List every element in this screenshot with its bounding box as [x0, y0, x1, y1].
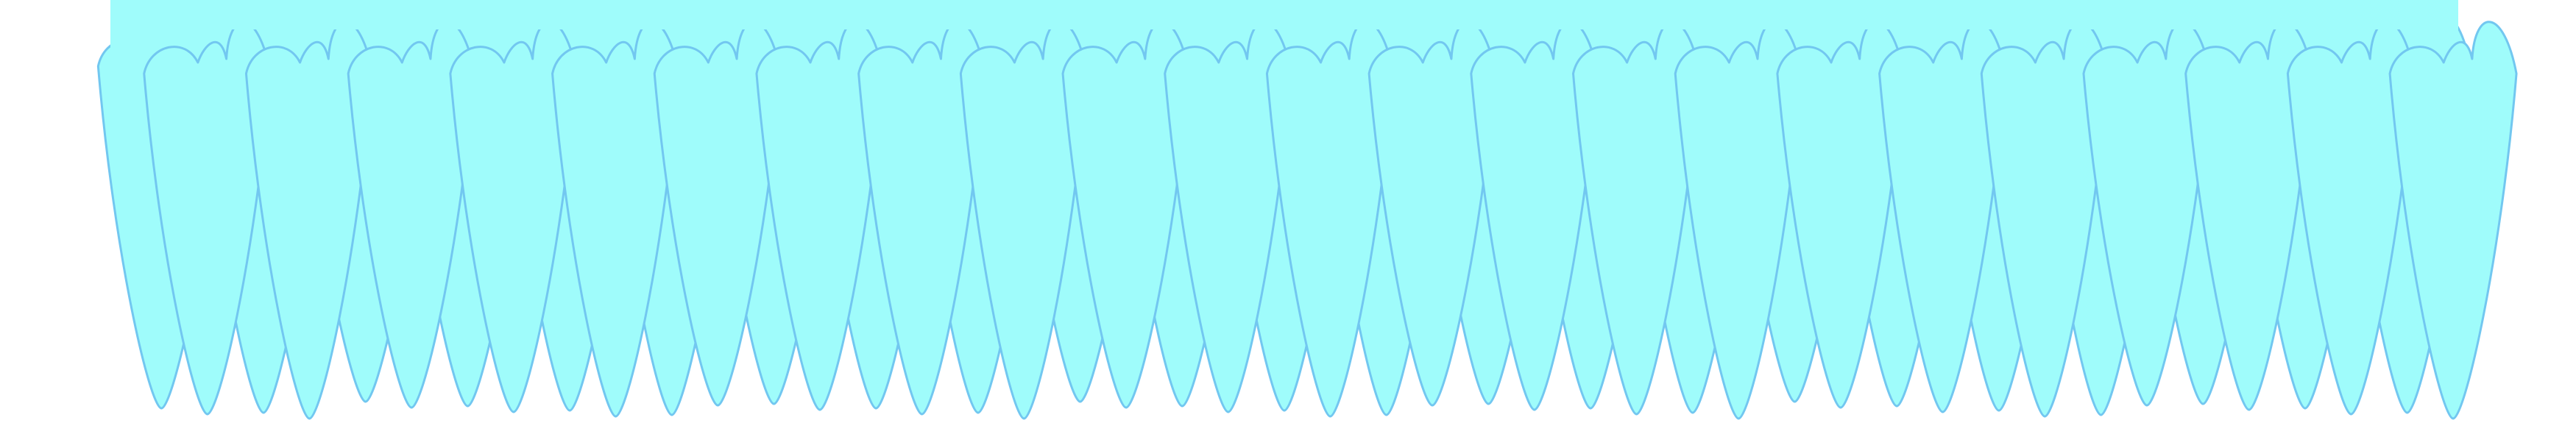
fringe-spike: [2388, 21, 2518, 420]
front-fringe-layer: [110, 0, 2518, 420]
fringe-top-band: [110, 0, 2458, 29]
